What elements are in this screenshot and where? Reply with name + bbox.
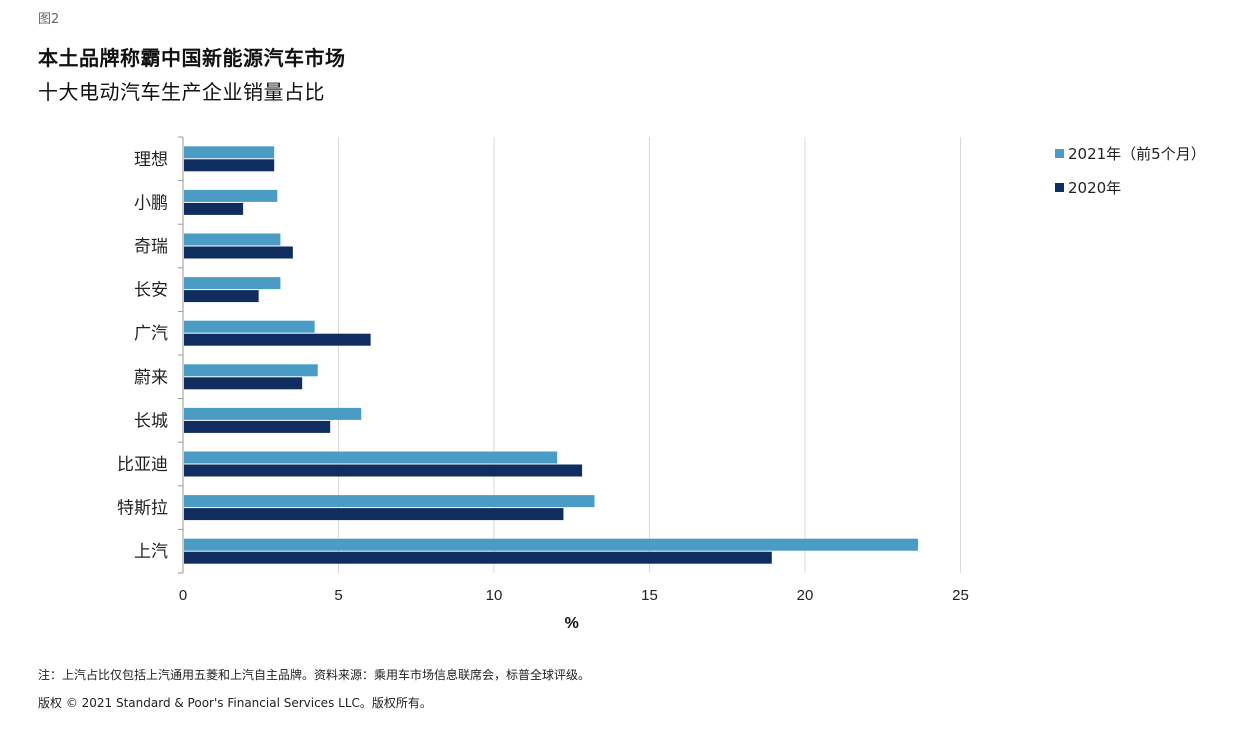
bar-2021-1 [184,189,278,202]
y-category-label-6: 长城 [134,411,168,431]
y-category-label-9: 上汽 [134,542,168,562]
bar-2020-0 [184,159,275,172]
y-category-label-0: 理想 [134,150,168,170]
x-tick-label-25: 25 [952,587,969,604]
chart-legend: 2021年（前5个月） 2020年 [1055,142,1206,210]
x-axis-label: % [565,615,579,632]
legend-label-2020: 2020年 [1068,178,1122,197]
x-tick-label-5: 5 [334,587,342,604]
bar-2021-3 [184,277,281,290]
bar-2021-0 [184,146,275,159]
bar-2021-6 [184,407,362,420]
x-tick-label-15: 15 [641,587,658,604]
y-category-label-2: 奇瑞 [134,237,168,257]
y-category-label-8: 特斯拉 [117,499,168,519]
y-category-label-3: 长安 [134,281,168,301]
legend-item-2021: 2021年（前5个月） [1055,142,1206,164]
bar-2020-5 [184,377,303,390]
figure-label: 图2 [38,12,60,27]
bar-2020-9 [184,551,772,564]
y-category-label-4: 广汽 [134,324,168,344]
bar-2020-1 [184,202,244,215]
legend-item-2020: 2020年 [1055,176,1206,198]
bar-2020-3 [184,290,259,303]
bar-2020-6 [184,420,331,433]
y-category-label-1: 小鹏 [134,193,168,213]
bar-2020-4 [184,333,371,346]
x-tick-label-0: 0 [179,587,187,604]
bar-2020-2 [184,246,293,259]
bar-2021-5 [184,364,318,377]
y-category-label-7: 比亚迪 [117,455,168,475]
chart-footnote: 注：上汽占比仅包括上汽通用五菱和上汽自主品牌。资料来源：乘用车市场信息联席会，标… [38,668,591,682]
legend-label-2021: 2021年（前5个月） [1068,144,1206,163]
x-tick-label-10: 10 [486,587,503,604]
y-category-label-5: 蔚来 [134,368,168,388]
bar-2020-8 [184,508,564,521]
copyright-notice: 版权 © 2021 Standard & Poor's Financial Se… [38,696,432,710]
bar-2020-7 [184,464,583,477]
bar-2021-8 [184,495,595,508]
chart-subtitle: 十大电动汽车生产企业销量占比 [38,80,325,104]
legend-swatch-2020 [1055,182,1064,192]
x-tick-label-20: 20 [797,587,814,604]
bar-2021-4 [184,320,315,333]
chart-title: 本土品牌称霸中国新能源汽车市场 [38,46,346,70]
bar-2021-2 [184,233,281,246]
bar-2021-9 [184,538,918,551]
bar-2021-7 [184,451,558,464]
legend-swatch-2021 [1055,148,1064,158]
